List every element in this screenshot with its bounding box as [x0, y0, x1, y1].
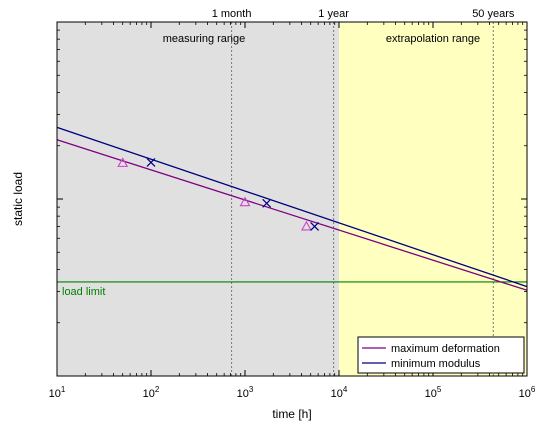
region-label-measuring-range: measuring range [163, 33, 246, 45]
point-maximum-deformation-1 [117, 157, 129, 167]
point-minimum-modulus-2 [262, 198, 272, 208]
legend-box [357, 336, 525, 374]
x-tick-label: 104 [331, 385, 348, 400]
point-minimum-modulus-1 [146, 157, 156, 167]
range-regions [57, 22, 527, 376]
y-axis-title: static load [11, 172, 25, 226]
x-tick-label: 102 [143, 385, 160, 400]
ref-label-1-year: 1 year [318, 8, 349, 20]
point-maximum-deformation-2 [239, 196, 251, 207]
load-limit: load limit [57, 281, 527, 298]
region-extrapolation-range [339, 22, 527, 376]
x-axis-title: time [h] [272, 407, 311, 421]
ref-label-1-month: 1 month [212, 8, 252, 20]
series-line-minimum-modulus [56, 126, 528, 288]
x-tick-label: 103 [237, 385, 254, 400]
region-measuring-range [57, 22, 339, 376]
point-minimum-modulus-3 [310, 221, 320, 231]
point-maximum-deformation-3 [300, 220, 312, 231]
legend-label-maximum-deformation: maximum deformation [391, 343, 500, 355]
ref-label-50-years: 50 years [472, 8, 515, 20]
series-group [56, 126, 528, 291]
axis-labels: measuring range extrapolation range 1 mont… [49, 8, 536, 400]
load-limit-label: load limit [62, 286, 105, 298]
x-tick-label: 106 [519, 385, 536, 400]
legend: maximum deformation minimum modulus [357, 336, 525, 374]
reference-lines [231, 22, 494, 376]
series-line-maximum-deformation [56, 139, 528, 291]
axis-ticks [56, 21, 528, 377]
region-label-extrapolation-range: extrapolation range [386, 33, 480, 45]
x-tick-label: 105 [425, 385, 442, 400]
legend-label-minimum-modulus: minimum modulus [391, 358, 481, 370]
x-tick-label: 101 [49, 385, 66, 400]
